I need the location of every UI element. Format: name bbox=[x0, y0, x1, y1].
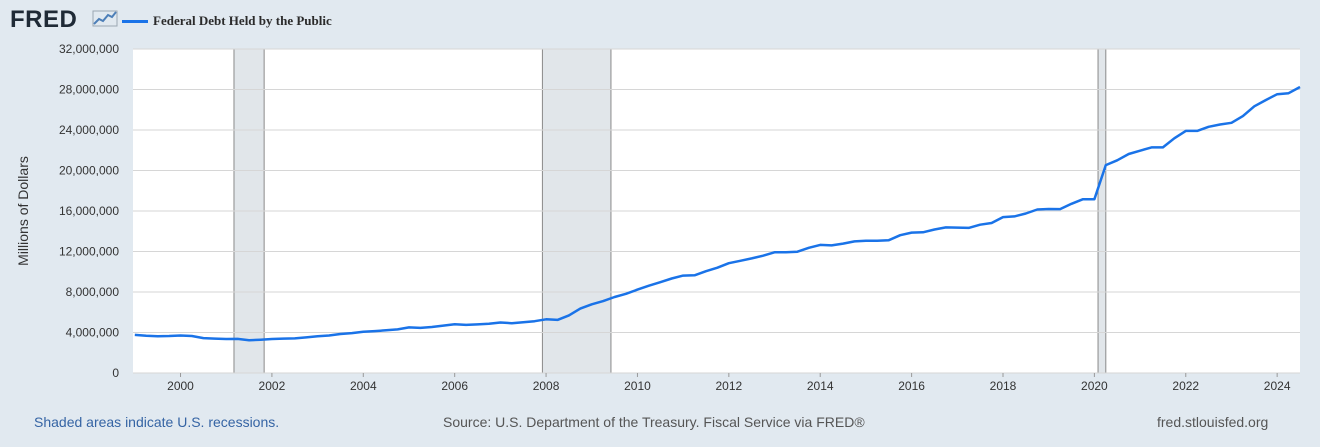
series-line[interactable] bbox=[134, 85, 1301, 342]
y-tick-label: 32,000,000 bbox=[59, 42, 119, 56]
x-tick-label: 2012 bbox=[715, 379, 742, 393]
x-tick-label: 2014 bbox=[807, 379, 834, 393]
x-tick-label: 2024 bbox=[1264, 379, 1291, 393]
recession-note: Shaded areas indicate U.S. recessions. bbox=[34, 414, 280, 430]
y-tick-label: 16,000,000 bbox=[59, 204, 119, 218]
y-tick-label: 4,000,000 bbox=[66, 326, 120, 340]
legend-swatch bbox=[122, 20, 148, 23]
y-tick-label: 12,000,000 bbox=[59, 245, 119, 259]
y-tick-label: 20,000,000 bbox=[59, 164, 119, 178]
fred-logo: FRED bbox=[10, 6, 78, 33]
x-tick-label: 2020 bbox=[1081, 379, 1108, 393]
y-tick-label: 24,000,000 bbox=[59, 123, 119, 137]
x-tick-label: 2002 bbox=[259, 379, 286, 393]
legend-label: Federal Debt Held by the Public bbox=[153, 13, 332, 28]
site-link[interactable]: fred.stlouisfed.org bbox=[1157, 414, 1269, 430]
y-axis-label: Millions of Dollars bbox=[15, 156, 31, 266]
x-tick-label: 2008 bbox=[533, 379, 560, 393]
x-tick-label: 2010 bbox=[624, 379, 651, 393]
x-tick-label: 2006 bbox=[441, 379, 468, 393]
chart-header: FRED Federal Debt Held by the Public bbox=[0, 0, 1320, 40]
y-tick-label: 0 bbox=[112, 366, 119, 380]
y-tick-label: 8,000,000 bbox=[66, 285, 120, 299]
x-tick-label: 2000 bbox=[167, 379, 194, 393]
line-chart-icon bbox=[92, 10, 118, 27]
x-tick-label: 2018 bbox=[990, 379, 1017, 393]
x-tick-label: 2022 bbox=[1172, 379, 1199, 393]
x-tick-label: 2004 bbox=[350, 379, 377, 393]
x-tick-label: 2016 bbox=[898, 379, 925, 393]
y-tick-label: 28,000,000 bbox=[59, 83, 119, 97]
source-note: Source: U.S. Department of the Treasury.… bbox=[443, 414, 865, 430]
